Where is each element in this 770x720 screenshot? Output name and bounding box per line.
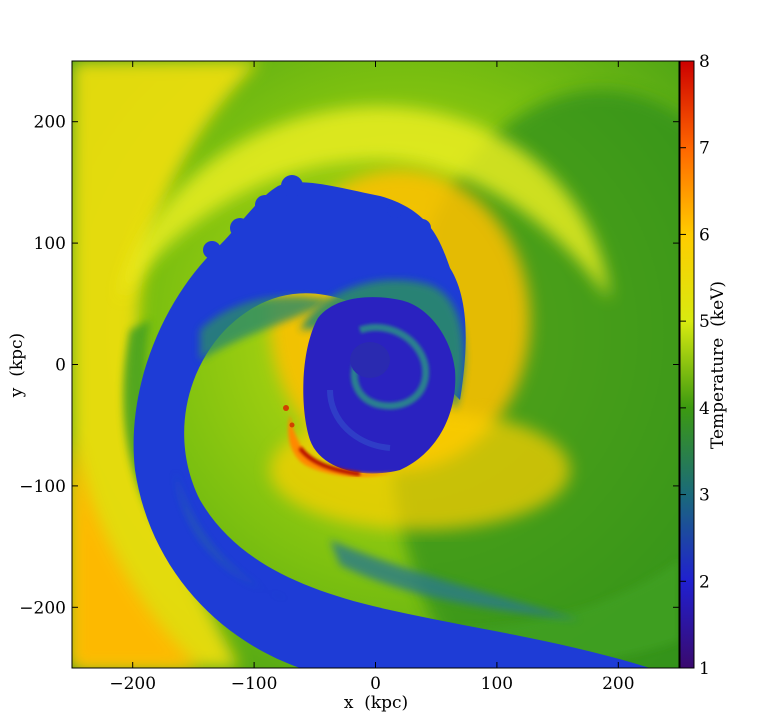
y-tick-label: 0 — [55, 356, 66, 376]
colorbar-tick-label: 8 — [699, 52, 710, 72]
colorbar-tick-label: 3 — [699, 486, 710, 506]
y-tick-label: −200 — [19, 598, 66, 618]
colorbar-tick-label: 7 — [699, 139, 710, 159]
colorbar-tick-label: 6 — [699, 225, 710, 245]
y-axis-label: y (kpc) — [7, 333, 27, 398]
x-axis-label: x (kpc) — [344, 693, 408, 713]
colorbar-ticks: 1 2 3 4 5 6 7 8 — [680, 52, 710, 679]
colorbar-label: Temperature (keV) — [708, 281, 728, 449]
colorbar-tick-label: 1 — [699, 659, 710, 679]
x-axis-ticks: −200 −100 0 100 200 — [109, 61, 635, 694]
colorbar-tick-label: 4 — [699, 399, 710, 419]
x-tick-label: −100 — [231, 674, 278, 694]
x-tick-label: −200 — [109, 674, 156, 694]
colorbar-tick-label: 2 — [699, 572, 710, 592]
heatmap-image — [72, 61, 679, 668]
colorbar-tick-label: 5 — [699, 312, 710, 332]
y-tick-label: −100 — [19, 477, 66, 497]
x-tick-label: 100 — [481, 674, 513, 694]
x-tick-label: 0 — [370, 674, 381, 694]
y-tick-label: 200 — [34, 113, 66, 133]
y-axis-ticks: −200 −100 0 100 200 — [19, 113, 679, 618]
y-tick-label: 100 — [34, 234, 66, 254]
x-tick-label: 200 — [602, 674, 634, 694]
colorbar — [679, 60, 695, 669]
